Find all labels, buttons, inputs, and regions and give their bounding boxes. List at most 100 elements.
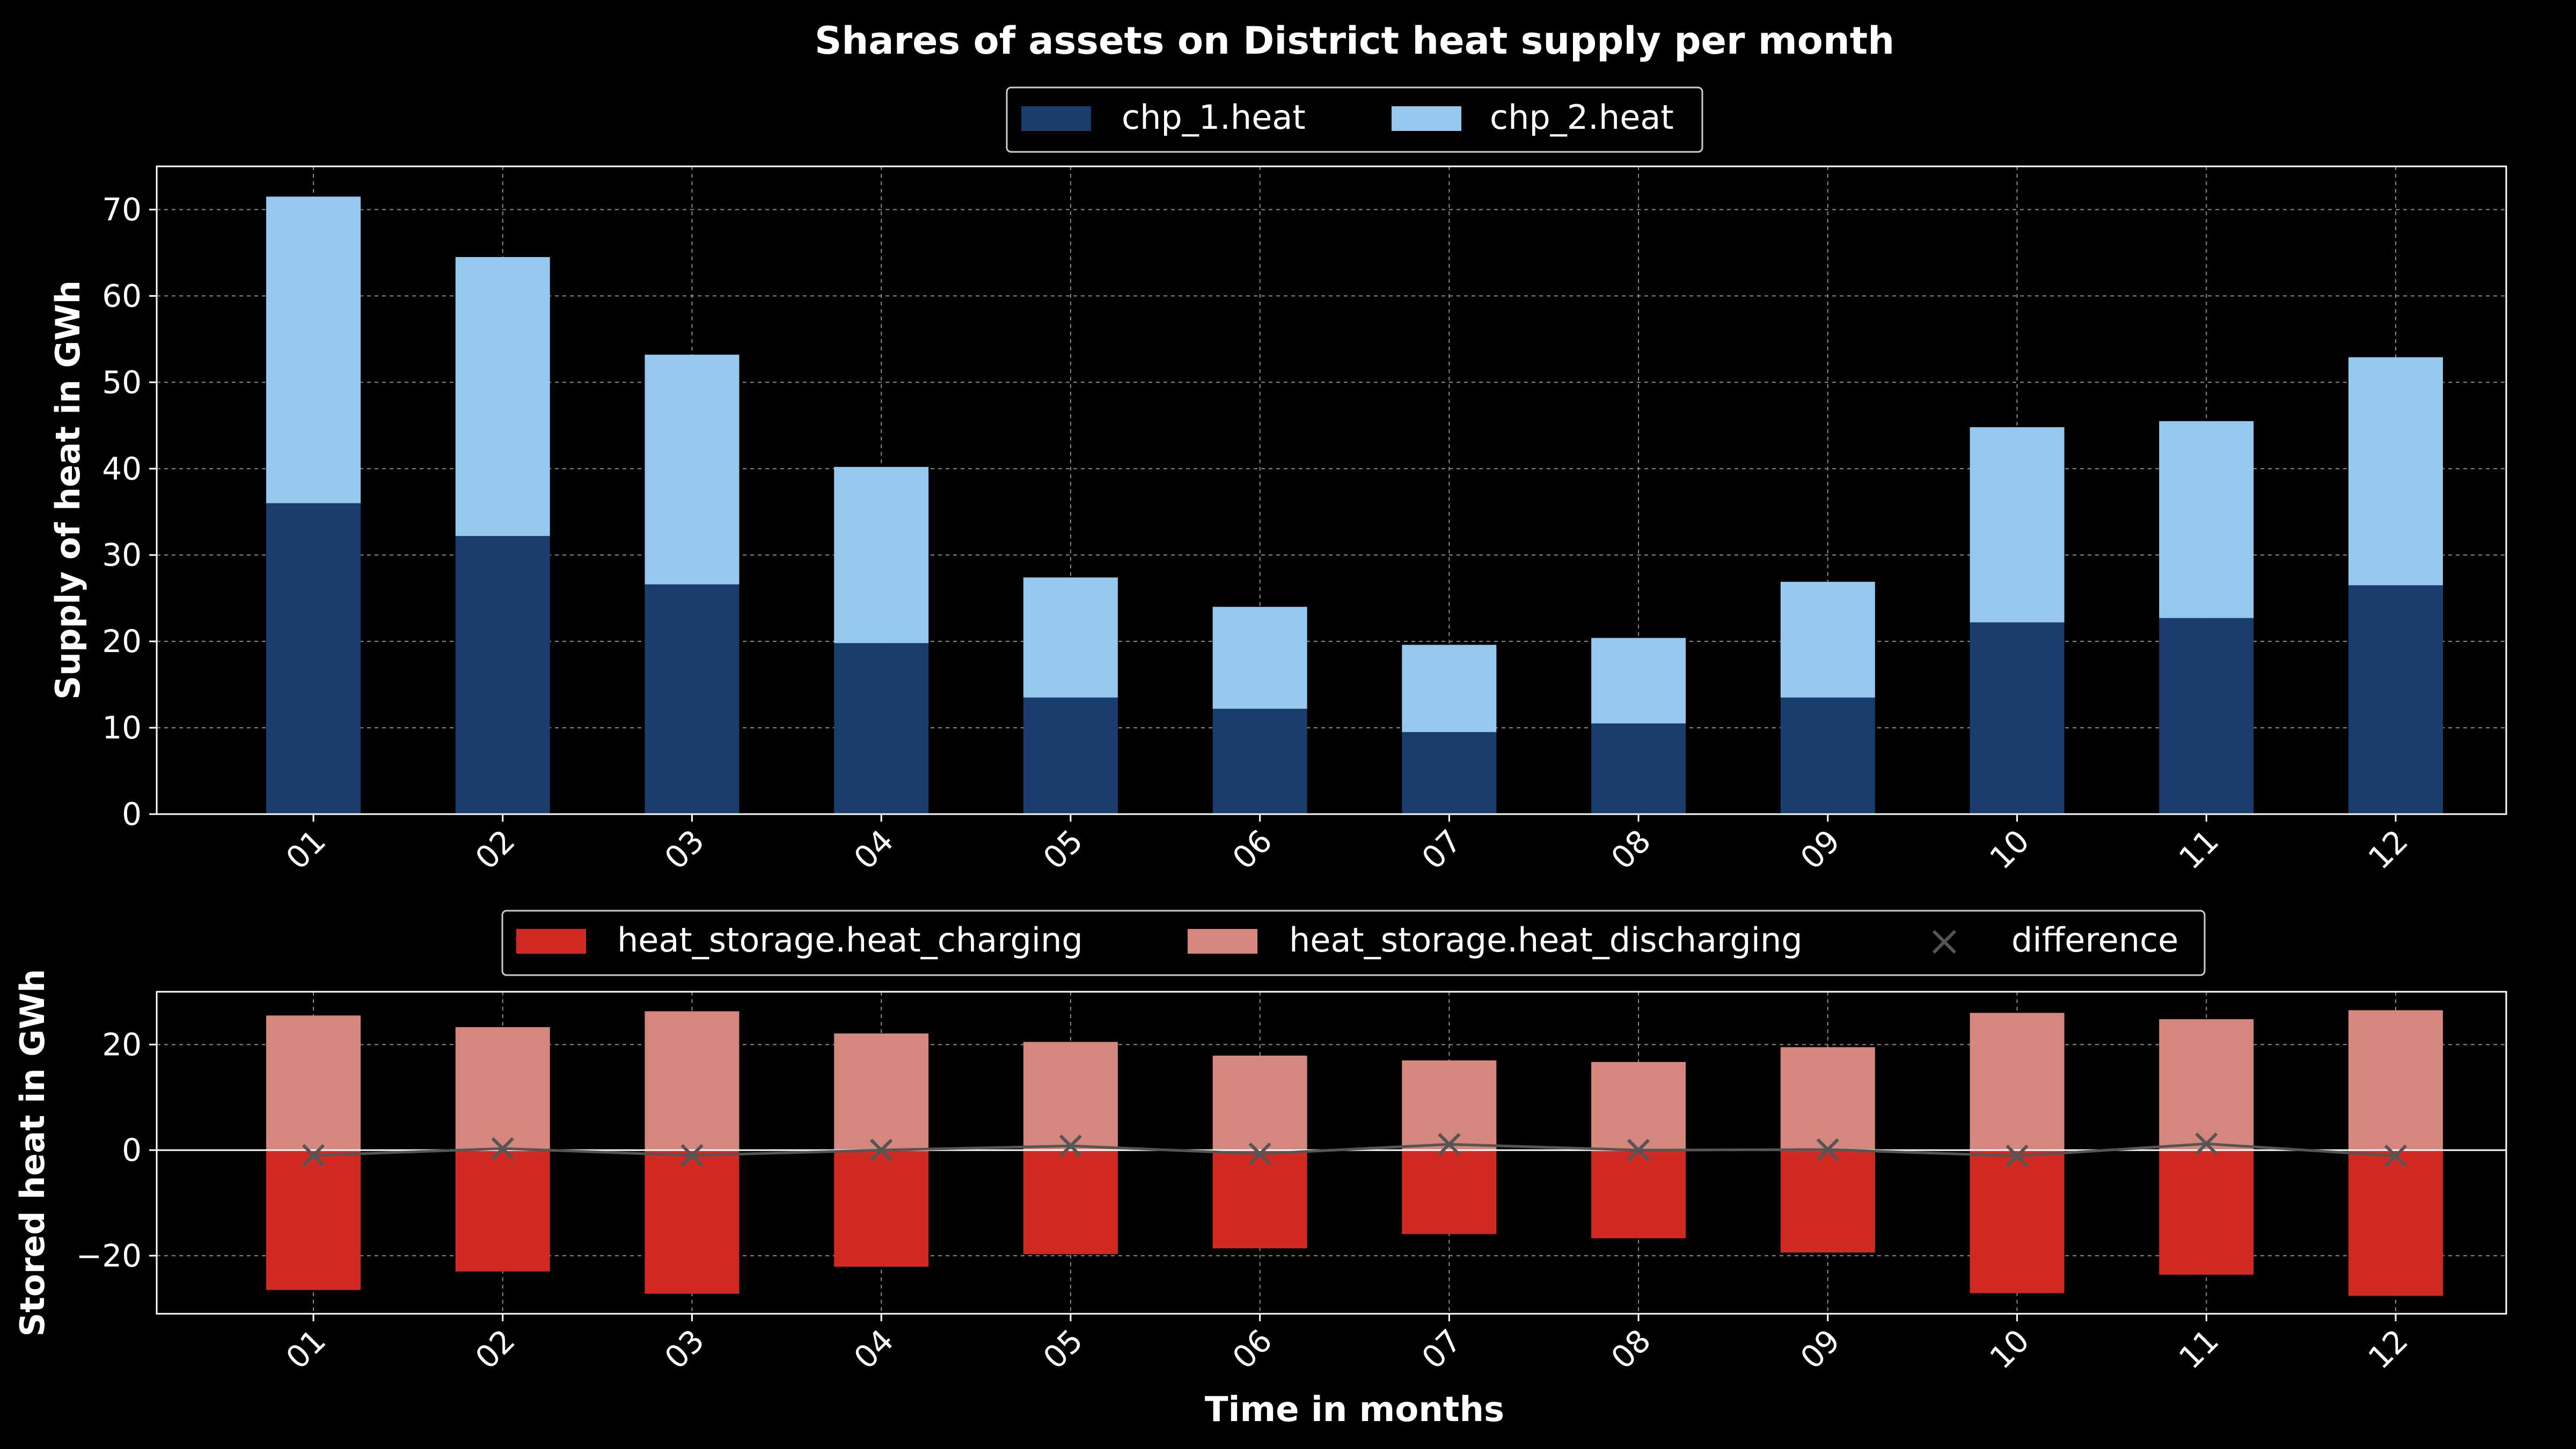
chart-title: Shares of assets on District heat supply… (815, 19, 1894, 63)
bar-heat-storage-heat-charging-02 (455, 1150, 550, 1272)
bar-chp-1-heat-07 (1402, 732, 1497, 814)
bar-heat-storage-heat-discharging-11 (2159, 1019, 2254, 1151)
bar-heat-storage-heat-charging-11 (2159, 1150, 2254, 1275)
bar-heat-storage-heat-discharging-05 (1023, 1042, 1118, 1151)
supply-y-tick-label: 30 (102, 537, 142, 573)
bar-heat-storage-heat-charging-01 (266, 1150, 361, 1290)
legend-swatch-charging (516, 929, 586, 954)
bar-chp-1-heat-02 (455, 536, 550, 814)
bar-heat-storage-heat-discharging-07 (1402, 1060, 1497, 1151)
supply-y-tick-label: 70 (102, 191, 142, 228)
bar-chp-1-heat-05 (1023, 697, 1118, 814)
bar-heat-storage-heat-charging-07 (1402, 1150, 1497, 1234)
supply-plot-frame (156, 165, 2507, 815)
difference-marker-05 (1059, 1135, 1082, 1158)
bar-heat-storage-heat-charging-08 (1591, 1150, 1686, 1239)
storage-plot-frame (156, 991, 2507, 1315)
legend-swatch-difference-x-icon (1932, 930, 1957, 954)
bar-heat-storage-heat-charging-05 (1023, 1150, 1118, 1254)
bar-heat-storage-heat-charging-12 (2348, 1150, 2443, 1296)
bar-chp-2-heat-05 (1023, 577, 1118, 698)
supply-y-tick-label: 60 (102, 277, 142, 314)
supply-y-tick-label: 50 (102, 364, 142, 400)
bar-chp-1-heat-03 (645, 584, 740, 814)
legend-swatch-chp-2 (1392, 106, 1461, 131)
storage-bars (157, 1010, 2506, 1296)
difference-marker-02 (491, 1137, 514, 1160)
legend-label-charging: heat_storage.heat_charging (617, 920, 1083, 960)
bar-chp-2-heat-12 (2348, 357, 2443, 586)
storage-y-tick-label: 20 (102, 1026, 142, 1063)
bar-chp-2-heat-10 (1970, 427, 2065, 623)
supply-bars (266, 196, 2443, 814)
x-axis-label: Time in months (1205, 1390, 1504, 1430)
legend-swatch-discharging (1188, 929, 1257, 954)
legend-label-difference: difference (2011, 920, 2178, 960)
difference-marker-09 (1816, 1138, 1839, 1161)
bar-chp-1-heat-04 (834, 643, 929, 814)
bar-heat-storage-heat-charging-09 (1780, 1150, 1875, 1253)
bar-chp-1-heat-10 (1970, 622, 2065, 814)
bar-heat-storage-heat-discharging-09 (1780, 1047, 1875, 1151)
bar-heat-storage-heat-discharging-12 (2348, 1010, 2443, 1151)
bar-heat-storage-heat-charging-06 (1212, 1150, 1307, 1249)
difference-series (302, 1132, 2407, 1168)
storage-legend: heat_storage.heat_charging heat_storage.… (501, 910, 2206, 976)
bar-chp-1-heat-01 (266, 503, 361, 814)
legend-label-discharging: heat_storage.heat_discharging (1289, 920, 1803, 960)
bar-chp-1-heat-06 (1212, 708, 1307, 814)
bar-chp-2-heat-02 (455, 257, 550, 536)
difference-marker-03 (680, 1144, 704, 1167)
bar-heat-storage-heat-discharging-04 (834, 1033, 929, 1151)
legend-swatch-chp-1 (1021, 106, 1091, 131)
difference-marker-11 (2195, 1132, 2218, 1155)
bar-heat-storage-heat-discharging-03 (645, 1011, 740, 1151)
storage-y-tick-label: −20 (76, 1238, 142, 1274)
difference-marker-10 (2006, 1144, 2029, 1168)
supply-y-axis-label: Supply of heat in GWh (48, 280, 87, 700)
supply-legend-box (1006, 86, 1703, 153)
legend-label-chp-1: chp_1.heat (1122, 98, 1306, 137)
bar-chp-2-heat-07 (1402, 645, 1497, 733)
bar-chp-1-heat-08 (1591, 723, 1686, 814)
bar-chp-2-heat-09 (1780, 582, 1875, 698)
difference-marker-12 (2384, 1144, 2407, 1168)
storage-y-ticks: −20 0 20 (76, 1026, 157, 1274)
bar-chp-2-heat-11 (2159, 421, 2254, 618)
supply-y-tick-label: 10 (102, 709, 142, 746)
supply-y-tick-label: 40 (102, 450, 142, 487)
bar-heat-storage-heat-discharging-02 (455, 1027, 550, 1151)
bar-heat-storage-heat-discharging-06 (1212, 1056, 1307, 1151)
difference-marker-01 (302, 1144, 325, 1167)
bar-heat-storage-heat-discharging-10 (1970, 1013, 2065, 1151)
supply-y-tick-label: 20 (102, 623, 142, 660)
bar-chp-1-heat-09 (1780, 697, 1875, 814)
bar-chp-2-heat-04 (834, 467, 929, 643)
legend-label-chp-2: chp_2.heat (1490, 98, 1674, 137)
bar-chp-1-heat-12 (2348, 585, 2443, 814)
supply-y-ticks: 0 10 20 30 40 50 60 70 (102, 191, 157, 832)
supply-legend: chp_1.heat chp_2.heat (1006, 86, 1703, 153)
difference-line (313, 1142, 2396, 1158)
bar-heat-storage-heat-discharging-08 (1591, 1062, 1686, 1151)
supply-y-tick-label: 0 (122, 796, 142, 832)
bar-chp-2-heat-03 (645, 354, 740, 584)
bar-heat-storage-heat-charging-04 (834, 1150, 929, 1267)
bar-chp-2-heat-01 (266, 196, 361, 503)
bar-heat-storage-heat-charging-10 (1970, 1150, 2065, 1293)
storage-y-axis-label: Stored heat in GWh (13, 969, 52, 1336)
difference-marker-07 (1438, 1133, 1461, 1156)
bar-heat-storage-heat-charging-03 (645, 1150, 740, 1294)
difference-marker-06 (1248, 1142, 1271, 1166)
bar-chp-1-heat-11 (2159, 618, 2254, 814)
storage-y-tick-label: 0 (122, 1132, 142, 1168)
difference-marker-08 (1627, 1138, 1650, 1162)
storage-legend-box (501, 910, 2206, 976)
bar-heat-storage-heat-discharging-01 (266, 1015, 361, 1151)
difference-marker-04 (870, 1138, 893, 1162)
bar-chp-2-heat-06 (1212, 606, 1307, 709)
bar-chp-2-heat-08 (1591, 638, 1686, 724)
